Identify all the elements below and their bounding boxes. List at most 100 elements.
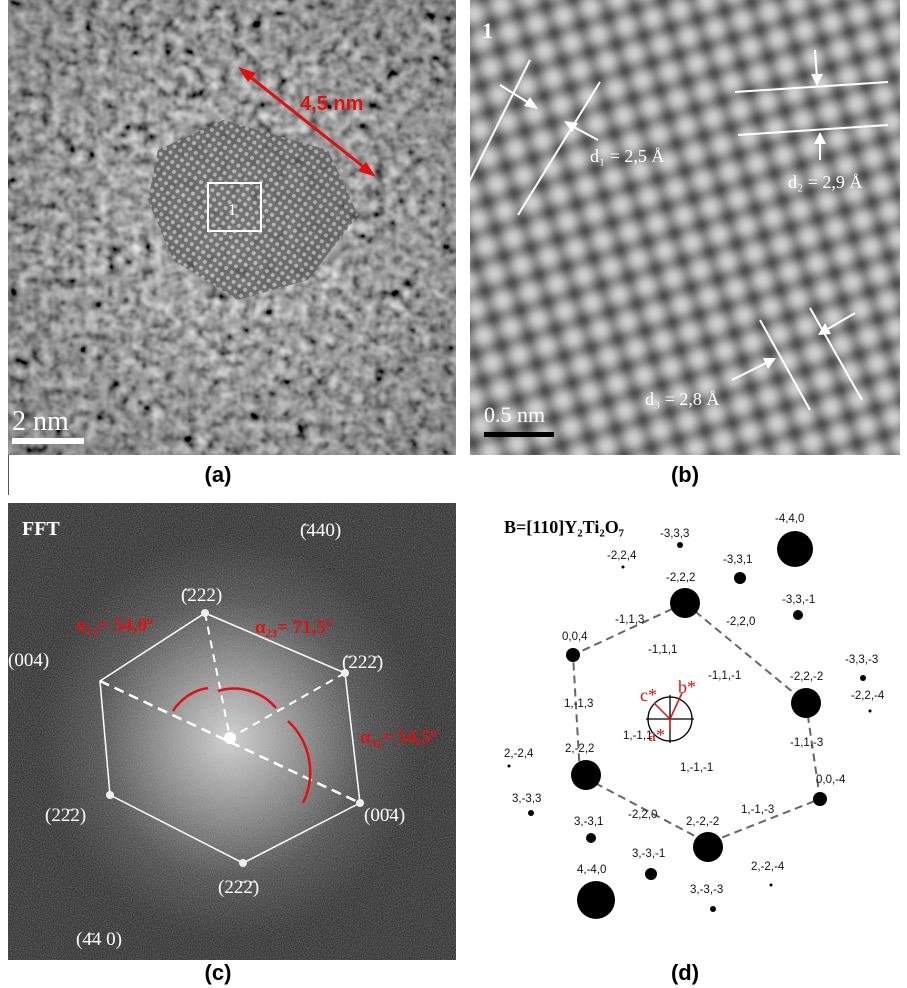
reflection-222-left: (22̄2) — [45, 805, 86, 826]
panel-b-svg: d₁ = 2,5 Å d₂ = 2,9 Å d₃ = 2,8 Å 1 0.5 n… — [470, 0, 900, 455]
pattern-title: B=[110]Y₂Ti₂O₇ — [504, 517, 624, 537]
spot--2,2,2 — [670, 588, 700, 618]
spot-label: -2,2,4 — [607, 550, 637, 562]
alpha-12-label: α₁₂= 54,0º — [76, 615, 153, 636]
d1-line-2 — [517, 81, 601, 216]
pattern-hexagon — [571, 601, 822, 845]
axis-a-label: a* — [648, 725, 665, 745]
angle-arc-31 — [287, 720, 312, 804]
spot-label: 3,-3,3 — [512, 793, 541, 805]
caption-a: (a) — [204, 462, 232, 487]
spot-label: 2,-2,4 — [504, 748, 534, 760]
spot-3,-3,-3 — [710, 906, 716, 912]
d2-label: d₂ = 2,9 Å — [788, 172, 862, 192]
spot-label: -1,1,-3 — [790, 737, 823, 749]
reflection-440-bottom: (4̄4 0) — [76, 929, 122, 950]
reflection-004-right: (00̄4) — [364, 805, 405, 826]
spot-label: 1,-1,-3 — [741, 804, 774, 816]
caption-d: (d) — [670, 960, 700, 985]
spot--3,3,-3 — [860, 675, 866, 681]
d1-label: d₁ = 2,5 Å — [590, 146, 664, 166]
spot-label: 2,-2,-4 — [751, 861, 785, 873]
spot-label: 4,-4,0 — [577, 864, 606, 876]
panel-c-fft: FFT (̄440) (̄222) α₁₂= 54,0º α₂₃= 71,5º … — [8, 503, 456, 960]
panel-a-hrtem-image: 4,5 nm 1 2 nm — [8, 0, 456, 455]
spot-0,0,-4 — [813, 792, 827, 806]
d2-line-1 — [734, 81, 889, 93]
spot-label: -2,2,-4 — [851, 690, 885, 702]
spot-label: -3,3,-3 — [845, 654, 878, 666]
angle-arc-12 — [171, 686, 209, 712]
spot-label: 1,-1,3 — [564, 698, 593, 710]
spot-label: -2,2,0 — [628, 809, 657, 821]
reflection-222-bottom: (22̄2̄) — [218, 877, 259, 898]
panel-d-svg: B=[110]Y₂Ti₂O₇ c* b* a* — [504, 513, 885, 919]
alpha-23-label: α₂₃= 71,5º — [255, 617, 332, 638]
d2-line-2 — [737, 124, 889, 136]
size-arrow — [243, 70, 371, 174]
spot-label: 3,-3,1 — [574, 816, 603, 828]
spot-label: -3,3,-1 — [782, 594, 815, 606]
spot-2,-2,4 — [507, 764, 511, 768]
spot-3,-3,3 — [528, 810, 534, 816]
spot-label: 1,-1,-1 — [680, 762, 713, 774]
axis-c-label: c* — [640, 685, 657, 705]
reflection-004-left: (004) — [8, 650, 49, 671]
spot-2,-2,2 — [571, 760, 601, 790]
spot--2,2,-2 — [791, 688, 821, 718]
diffraction-spots — [507, 531, 872, 919]
panel-c-svg: FFT (̄440) (̄222) α₁₂= 54,0º α₂₃= 71,5º … — [8, 503, 456, 960]
spot-label: 1,-1,1 — [623, 730, 652, 742]
reflection-222-right: (̄222̄) — [342, 652, 383, 673]
spot-label: 2,-2,2 — [565, 743, 594, 755]
scale-bar-b — [484, 432, 554, 437]
d1-line-1 — [470, 59, 531, 183]
spot--2,2,-4 — [868, 709, 872, 713]
caption-b: (b) — [670, 462, 700, 487]
region-box-label: 1 — [228, 200, 237, 219]
axis-b-label: b* — [678, 677, 696, 697]
spot--3,3,3 — [677, 542, 683, 548]
d3-line-2 — [809, 307, 863, 401]
panel-b-corner-label: 1 — [482, 18, 493, 43]
spot-2,-2,-4 — [769, 883, 773, 887]
spot-labels: -4,4,0 -3,3,3 -2,2,4 -3,3,1 -2,2,2 -3,3,… — [504, 513, 885, 896]
spot--3,3,-1 — [793, 610, 803, 620]
spot--4,4,0 — [777, 531, 813, 567]
spot-label: -1,1,1 — [648, 644, 677, 656]
angle-arc-23 — [217, 687, 277, 709]
spot-4,-4,0 — [577, 881, 615, 919]
spot-label: -2,2,2 — [666, 572, 695, 584]
caption-c: (c) — [204, 960, 232, 985]
spot-label: -2,2,-2 — [790, 671, 823, 683]
spot--2,2,4 — [621, 565, 625, 569]
spot-label: -1,1,-1 — [708, 670, 741, 682]
spot-label: -3,3,1 — [723, 554, 752, 566]
spot-2,-2,-2 — [693, 832, 723, 862]
panel-a-svg: 4,5 nm 1 2 nm — [8, 0, 456, 455]
spot-label: 2,-2,-2 — [686, 816, 719, 828]
panel-b-lattice-image: d₁ = 2,5 Å d₂ = 2,9 Å d₃ = 2,8 Å 1 0.5 n… — [470, 0, 900, 455]
scale-label-b: 0.5 nm — [484, 402, 545, 427]
spot-label: -2,2,0 — [726, 616, 755, 628]
region-box — [207, 182, 262, 232]
spot-label: 0,0,4 — [562, 631, 588, 643]
size-label: 4,5 nm — [300, 93, 363, 115]
spot-label: -1,1,3 — [615, 614, 644, 626]
d3-label: d₃ = 2,8 Å — [645, 389, 719, 409]
alpha-31-label: α₃₁= 54,5º — [360, 727, 437, 748]
panel-d-diffraction-simulation: B=[110]Y₂Ti₂O₇ c* b* a* — [470, 503, 907, 960]
spot-label: -3,3,3 — [660, 528, 689, 540]
fft-title: FFT — [22, 518, 60, 540]
spot-label: 0,0,-4 — [816, 774, 846, 786]
scale-label-a: 2 nm — [12, 406, 69, 437]
scale-bar-a — [12, 438, 84, 444]
spot-label: 3,-3,-3 — [690, 884, 723, 896]
spot-0,0,4 — [566, 648, 580, 662]
spot-label: 3,-3,-1 — [632, 848, 665, 860]
spot-3,-3,-1 — [645, 868, 657, 880]
spot-3,-3,1 — [586, 833, 596, 843]
d3-line-1 — [759, 319, 811, 411]
reflection-222-top: (̄222) — [181, 585, 222, 606]
spot-label: -4,4,0 — [775, 513, 804, 525]
